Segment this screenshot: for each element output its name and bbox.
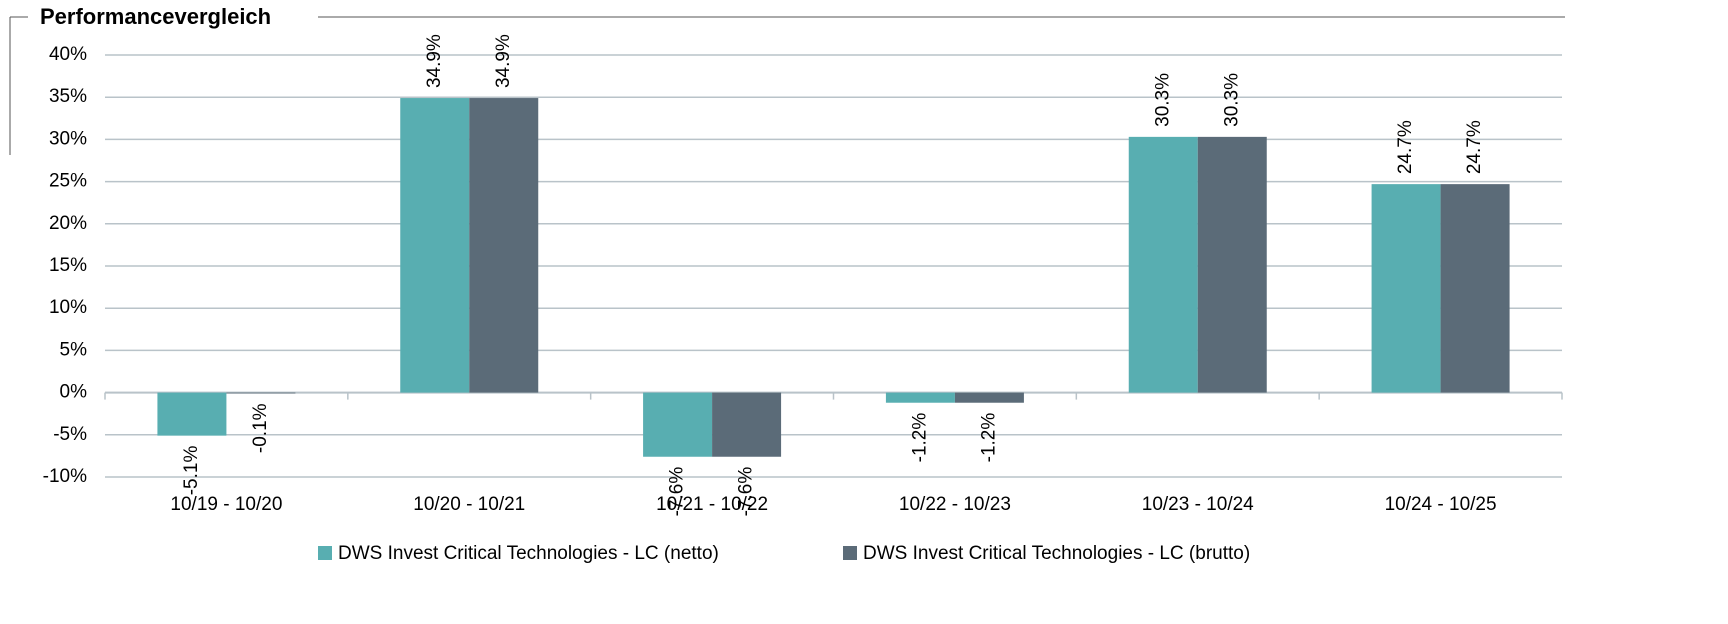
y-tick-label: 0% bbox=[60, 382, 88, 403]
bar bbox=[954, 392, 1024, 403]
bar bbox=[226, 392, 296, 394]
x-tick-label: 10/24 - 10/25 bbox=[1385, 494, 1497, 515]
y-tick-label: -5% bbox=[53, 424, 87, 445]
x-tick-label: 10/23 - 10/24 bbox=[1142, 494, 1254, 515]
y-tick-label: -10% bbox=[43, 466, 87, 487]
y-tick-label: 25% bbox=[49, 171, 87, 192]
legend-label: DWS Invest Critical Technologies - LC (n… bbox=[338, 543, 719, 564]
legend-label: DWS Invest Critical Technologies - LC (b… bbox=[863, 543, 1250, 564]
value-label: 30.3% bbox=[1221, 73, 1242, 127]
bar bbox=[157, 392, 227, 436]
bar bbox=[1371, 184, 1441, 393]
bar bbox=[1197, 136, 1267, 393]
y-tick-label: 30% bbox=[49, 128, 87, 149]
bar bbox=[400, 98, 470, 393]
legend-swatch bbox=[843, 546, 857, 560]
value-label: -1.2% bbox=[909, 413, 930, 463]
bar bbox=[712, 392, 782, 457]
x-tick-label: 10/19 - 10/20 bbox=[170, 494, 282, 515]
value-label: -1.2% bbox=[978, 413, 999, 463]
y-tick-label: 5% bbox=[60, 339, 88, 360]
y-tick-label: 10% bbox=[49, 297, 87, 318]
bar bbox=[885, 392, 955, 403]
x-tick-label: 10/21 - 10/22 bbox=[656, 494, 768, 515]
value-label: 34.9% bbox=[493, 34, 514, 88]
value-label: -7.6% bbox=[736, 467, 757, 517]
value-label: 24.7% bbox=[1395, 120, 1416, 174]
chart-title: Performancevergleich bbox=[40, 4, 271, 29]
bar bbox=[469, 98, 539, 393]
y-tick-label: 15% bbox=[49, 255, 87, 276]
value-label: -7.6% bbox=[667, 467, 688, 517]
y-tick-label: 40% bbox=[49, 44, 87, 65]
value-label: 34.9% bbox=[424, 34, 445, 88]
value-label: -0.1% bbox=[250, 403, 271, 453]
bar bbox=[643, 392, 713, 457]
x-tick-label: 10/20 - 10/21 bbox=[413, 494, 525, 515]
value-label: -5.1% bbox=[181, 446, 202, 496]
value-label: 30.3% bbox=[1152, 73, 1173, 127]
y-tick-label: 20% bbox=[49, 213, 87, 234]
bar bbox=[1128, 136, 1198, 393]
legend-swatch bbox=[318, 546, 332, 560]
bar bbox=[1440, 184, 1510, 393]
value-label: 24.7% bbox=[1464, 120, 1485, 174]
x-tick-label: 10/22 - 10/23 bbox=[899, 494, 1011, 515]
y-tick-label: 35% bbox=[49, 86, 87, 107]
